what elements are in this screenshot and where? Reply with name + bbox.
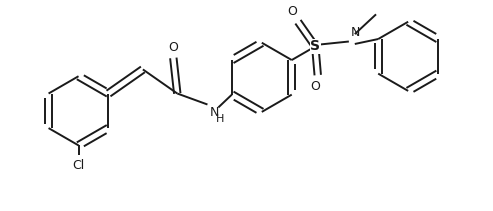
Text: O: O	[310, 80, 320, 93]
Text: N: N	[210, 107, 219, 119]
Text: N: N	[351, 26, 360, 39]
Text: Cl: Cl	[72, 159, 85, 172]
Text: O: O	[169, 41, 178, 54]
Text: S: S	[310, 39, 320, 53]
Text: H: H	[216, 114, 225, 124]
Text: O: O	[287, 5, 297, 18]
